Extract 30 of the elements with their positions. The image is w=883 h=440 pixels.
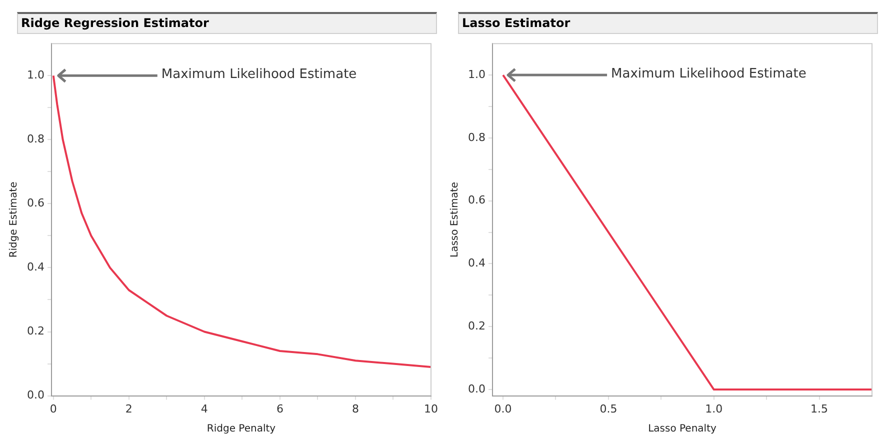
x-tick-label: 2	[125, 402, 132, 416]
y-tick-label: 0.8	[468, 130, 486, 144]
x-tick-label: 8	[352, 402, 359, 416]
y-tick-label: 0.2	[26, 324, 44, 338]
y-axis-title: Ridge Estimate	[8, 182, 20, 258]
chart-title: Lasso Estimator	[458, 12, 878, 34]
annotation: Maximum Likelihood Estimate	[161, 66, 357, 82]
x-tick-label: 0.0	[494, 402, 512, 416]
y-tick-label: 0.4	[468, 256, 486, 270]
y-tick-label: 0.8	[26, 132, 44, 146]
x-axis-title: Ridge Penalty	[206, 424, 276, 435]
annotation: Maximum Likelihood Estimate	[611, 66, 806, 82]
x-tick-label: 1.5	[810, 402, 828, 416]
y-tick-label: 1.0	[26, 68, 44, 82]
y-tick-label: 0.2	[468, 319, 486, 332]
chart-title: Ridge Regression Estimator	[17, 12, 437, 34]
y-axis-title: Lasso Estimate	[450, 182, 461, 258]
y-tick-label: 0.4	[26, 260, 44, 274]
x-tick-label: 6	[276, 402, 284, 416]
x-tick-label: 10	[424, 402, 438, 416]
x-tick-label: 1.0	[705, 402, 723, 416]
y-tick-label: 1.0	[468, 68, 486, 81]
y-tick-label: 0.6	[26, 196, 44, 210]
y-tick-label: 0.6	[468, 194, 486, 207]
x-axis-title: Lasso Penalty	[648, 424, 716, 435]
y-tick-label: 0.0	[468, 382, 486, 396]
x-tick-label: 0	[50, 402, 57, 416]
x-tick-label: 0.5	[600, 402, 618, 416]
y-tick-label: 0.0	[26, 388, 44, 402]
x-tick-label: 4	[200, 402, 208, 416]
